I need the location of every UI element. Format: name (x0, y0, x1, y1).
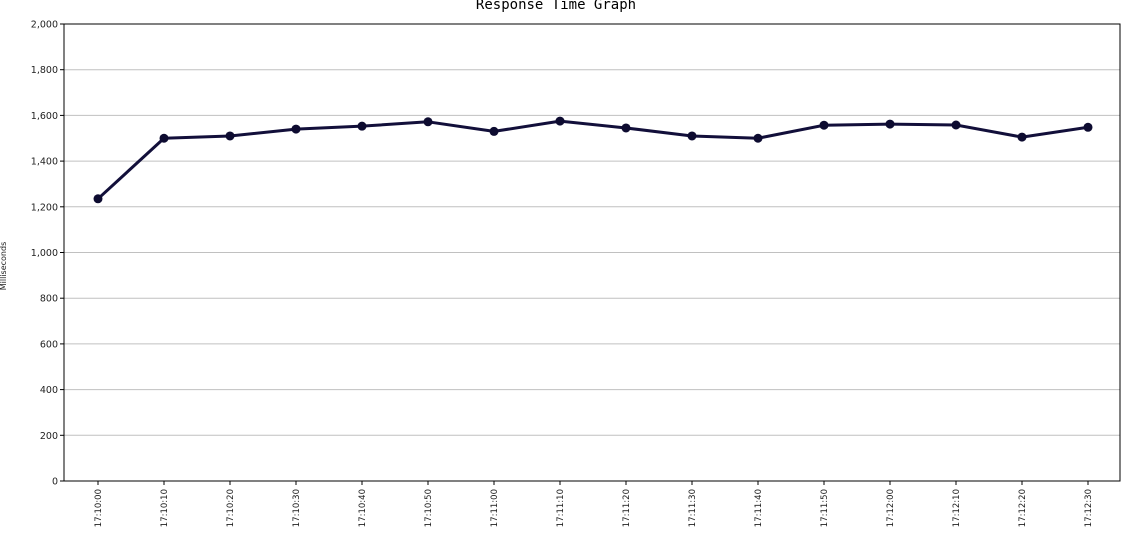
x-tick-label: 17:10:30 (292, 489, 302, 527)
x-tick-label: 17:10:10 (160, 489, 170, 527)
x-tick-label: 17:10:50 (424, 489, 434, 527)
y-tick-label: 1,800 (31, 65, 58, 76)
data-point (93, 194, 103, 204)
x-tick-label: 17:11:40 (754, 489, 764, 527)
data-point (1083, 122, 1093, 132)
y-tick-label: 1,600 (31, 111, 58, 122)
x-tick-label: 17:11:50 (820, 489, 830, 527)
data-point (489, 126, 499, 136)
x-tick-label: 17:12:30 (1084, 489, 1094, 527)
series-layer (93, 116, 1093, 204)
data-point (357, 121, 367, 131)
data-point (819, 120, 829, 130)
x-tick-label: 17:12:10 (952, 489, 962, 527)
plot-area-frame (63, 23, 1121, 482)
x-tick-label: 17:10:20 (226, 489, 236, 527)
x-tick-label: 17:12:20 (1018, 489, 1028, 527)
data-point (621, 123, 631, 133)
x-axis-ticks: 17:10:00 17:10:10 17:10:20 17:10:30 17:10:40… (94, 481, 1094, 527)
y-tick-label: 0 (52, 477, 58, 488)
data-point (687, 131, 697, 141)
x-tick-label: 17:10:40 (358, 489, 368, 527)
x-tick-label: 17:11:30 (688, 489, 698, 527)
y-tick-label: 1,000 (31, 248, 58, 259)
y-tick-label: 1,400 (31, 157, 58, 168)
x-tick-label: 17:12:00 (886, 489, 896, 527)
gridlines (64, 69, 1120, 436)
data-point (159, 133, 169, 143)
x-tick-label: 17:11:00 (490, 489, 500, 527)
y-tick-label: 2,000 (31, 20, 58, 31)
y-axis-ticks: 0 200 400 600 800 1,000 1,200 1,400 1,600 1,800 2,… (31, 20, 64, 488)
data-point (885, 119, 895, 129)
x-tick-label: 17:10:00 (94, 489, 104, 527)
y-tick-label: 400 (40, 385, 58, 396)
x-tick-label: 17:11:20 (622, 489, 632, 527)
data-point (555, 116, 565, 126)
chart-title: Response Time Graph (476, 0, 636, 13)
y-tick-label: 200 (40, 431, 58, 442)
data-point (423, 117, 433, 127)
y-tick-label: 1,200 (31, 202, 58, 213)
data-point (753, 133, 763, 143)
x-tick-label: 17:11:10 (556, 489, 566, 527)
data-point (225, 131, 235, 141)
data-point (1017, 132, 1027, 142)
y-tick-label: 800 (40, 294, 58, 305)
y-tick-label: 600 (40, 339, 58, 350)
y-axis-label: Milliseconds (0, 242, 8, 291)
series-line (96, 119, 1090, 201)
data-point (951, 120, 961, 130)
data-point (291, 124, 301, 134)
